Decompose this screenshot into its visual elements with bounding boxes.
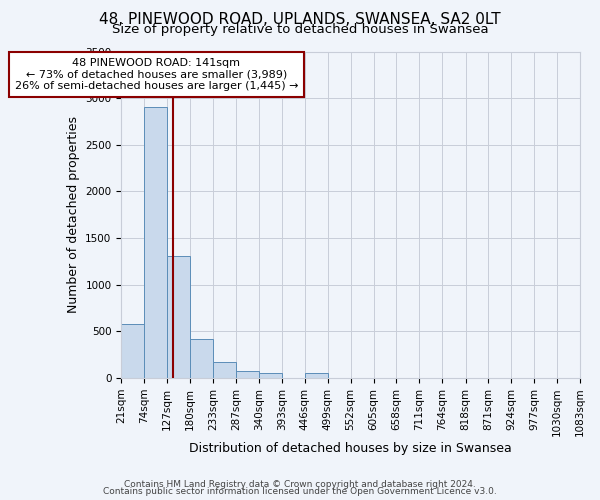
Text: Contains HM Land Registry data © Crown copyright and database right 2024.: Contains HM Land Registry data © Crown c… xyxy=(124,480,476,489)
Y-axis label: Number of detached properties: Number of detached properties xyxy=(67,116,80,314)
Bar xyxy=(213,362,236,378)
Title: Size of property relative to detached houses in Swansea: Size of property relative to detached ho… xyxy=(0,499,1,500)
X-axis label: Distribution of detached houses by size in Swansea: Distribution of detached houses by size … xyxy=(189,442,512,455)
Text: Contains public sector information licensed under the Open Government Licence v3: Contains public sector information licen… xyxy=(103,487,497,496)
Bar xyxy=(167,256,190,378)
Text: Size of property relative to detached houses in Swansea: Size of property relative to detached ho… xyxy=(112,22,488,36)
Text: 48 PINEWOOD ROAD: 141sqm
← 73% of detached houses are smaller (3,989)
26% of sem: 48 PINEWOOD ROAD: 141sqm ← 73% of detach… xyxy=(14,58,298,91)
Bar xyxy=(190,340,213,378)
Bar xyxy=(144,108,167,378)
Bar xyxy=(305,374,328,378)
Text: 48, PINEWOOD ROAD, UPLANDS, SWANSEA, SA2 0LT: 48, PINEWOOD ROAD, UPLANDS, SWANSEA, SA2… xyxy=(99,12,501,28)
Bar xyxy=(236,371,259,378)
Bar xyxy=(259,373,282,378)
Bar xyxy=(121,324,144,378)
